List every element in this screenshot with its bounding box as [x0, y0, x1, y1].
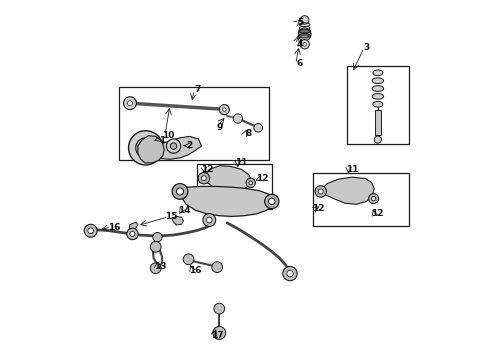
- Circle shape: [153, 233, 162, 242]
- Ellipse shape: [373, 70, 383, 76]
- Polygon shape: [202, 166, 251, 193]
- Circle shape: [283, 266, 297, 281]
- Circle shape: [318, 189, 323, 194]
- Text: 1: 1: [159, 136, 165, 145]
- Circle shape: [300, 16, 309, 24]
- Circle shape: [368, 194, 379, 203]
- Circle shape: [130, 231, 135, 237]
- Text: 8: 8: [245, 129, 252, 138]
- Text: 12: 12: [371, 210, 383, 219]
- Circle shape: [84, 224, 97, 237]
- Ellipse shape: [372, 78, 384, 84]
- Circle shape: [233, 114, 243, 123]
- Circle shape: [127, 228, 138, 240]
- Text: 2: 2: [187, 141, 193, 150]
- Circle shape: [142, 144, 150, 152]
- Bar: [347, 66, 409, 144]
- Circle shape: [371, 197, 376, 201]
- Polygon shape: [152, 136, 201, 159]
- Circle shape: [206, 217, 212, 223]
- Text: 4: 4: [296, 40, 302, 49]
- Circle shape: [88, 228, 94, 234]
- Circle shape: [127, 101, 132, 106]
- Text: 16: 16: [108, 222, 120, 231]
- Circle shape: [150, 263, 161, 274]
- Circle shape: [374, 136, 381, 143]
- Bar: [119, 87, 270, 160]
- Text: 9: 9: [217, 123, 223, 132]
- Text: 6: 6: [296, 59, 302, 68]
- Circle shape: [254, 123, 263, 132]
- Circle shape: [212, 262, 222, 273]
- Circle shape: [287, 270, 293, 277]
- Polygon shape: [179, 186, 273, 216]
- Circle shape: [220, 105, 229, 114]
- Circle shape: [303, 42, 306, 46]
- Bar: [375, 111, 381, 135]
- Circle shape: [176, 188, 184, 195]
- Circle shape: [265, 194, 279, 208]
- Text: 3: 3: [363, 43, 369, 52]
- Text: 17: 17: [211, 331, 223, 340]
- Circle shape: [213, 327, 226, 339]
- Circle shape: [136, 138, 156, 158]
- Circle shape: [128, 131, 163, 165]
- Polygon shape: [172, 216, 184, 225]
- Text: 12: 12: [312, 204, 325, 213]
- Circle shape: [123, 97, 136, 110]
- Circle shape: [150, 242, 161, 252]
- Circle shape: [171, 143, 177, 149]
- Circle shape: [172, 184, 188, 199]
- Text: 15: 15: [166, 212, 178, 221]
- Text: 5: 5: [297, 18, 303, 27]
- Polygon shape: [130, 222, 138, 229]
- Circle shape: [201, 176, 206, 181]
- Text: 13: 13: [154, 262, 166, 271]
- Text: 11: 11: [235, 158, 247, 167]
- Text: 10: 10: [162, 131, 174, 140]
- Text: 14: 14: [178, 206, 191, 215]
- Ellipse shape: [372, 86, 384, 91]
- Bar: [197, 164, 272, 208]
- Text: 16: 16: [189, 266, 201, 275]
- Circle shape: [269, 198, 275, 204]
- Circle shape: [315, 186, 326, 197]
- Text: 12: 12: [256, 175, 269, 184]
- Text: 12: 12: [201, 165, 214, 174]
- Circle shape: [249, 181, 252, 185]
- Circle shape: [222, 108, 226, 111]
- Circle shape: [183, 254, 194, 265]
- Ellipse shape: [372, 94, 384, 99]
- Bar: [313, 173, 409, 226]
- Polygon shape: [320, 177, 374, 204]
- Ellipse shape: [373, 102, 383, 107]
- Text: 7: 7: [195, 85, 201, 94]
- Circle shape: [203, 213, 216, 226]
- Text: 11: 11: [346, 165, 358, 174]
- Circle shape: [298, 28, 311, 41]
- Circle shape: [198, 172, 210, 184]
- Circle shape: [167, 139, 181, 153]
- Circle shape: [246, 178, 255, 188]
- Circle shape: [300, 40, 309, 49]
- Circle shape: [214, 303, 224, 314]
- Polygon shape: [138, 136, 164, 163]
